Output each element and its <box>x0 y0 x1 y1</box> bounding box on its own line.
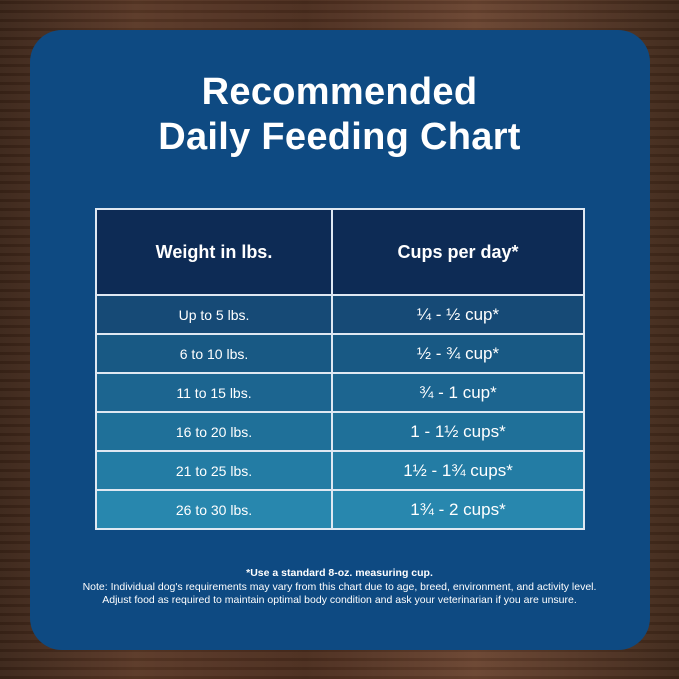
weight-cell: Up to 5 lbs. <box>95 294 333 335</box>
weight-cell: 26 to 30 lbs. <box>95 489 333 530</box>
chart-title: Recommended Daily Feeding Chart <box>0 70 679 160</box>
header-cups: Cups per day* <box>331 208 585 296</box>
cups-cell: 1½ - 1¾ cups* <box>331 450 585 491</box>
weight-cell: 6 to 10 lbs. <box>95 333 333 374</box>
table-header-row: Weight in lbs. Cups per day* <box>95 208 585 296</box>
table-row: 11 to 15 lbs. ¾ - 1 cup* <box>95 372 585 413</box>
header-weight: Weight in lbs. <box>95 208 333 296</box>
weight-cell: 11 to 15 lbs. <box>95 372 333 413</box>
feeding-table: Weight in lbs. Cups per day* Up to 5 lbs… <box>95 208 585 530</box>
table-row: 16 to 20 lbs. 1 - 1½ cups* <box>95 411 585 452</box>
footnote-block: *Use a standard 8-oz. measuring cup. Not… <box>0 567 679 608</box>
weight-cell: 21 to 25 lbs. <box>95 450 333 491</box>
title-line-2: Daily Feeding Chart <box>158 116 521 158</box>
cups-cell: ½ - ¾ cup* <box>331 333 585 374</box>
table-row: 21 to 25 lbs. 1½ - 1¾ cups* <box>95 450 585 491</box>
cups-cell: ¾ - 1 cup* <box>331 372 585 413</box>
note-line-1: Note: Individual dog's requirements may … <box>82 580 597 593</box>
table-row: Up to 5 lbs. ¼ - ½ cup* <box>95 294 585 335</box>
cups-cell: ¼ - ½ cup* <box>331 294 585 335</box>
footnote: *Use a standard 8-oz. measuring cup. <box>246 567 433 579</box>
note-line-2: Adjust food as required to maintain opti… <box>102 594 577 606</box>
cups-cell: 1¾ - 2 cups* <box>331 489 585 530</box>
weight-cell: 16 to 20 lbs. <box>95 411 333 452</box>
table-row: 6 to 10 lbs. ½ - ¾ cup* <box>95 333 585 374</box>
title-line-1: Recommended <box>201 71 478 113</box>
table-row: 26 to 30 lbs. 1¾ - 2 cups* <box>95 489 585 530</box>
cups-cell: 1 - 1½ cups* <box>331 411 585 452</box>
